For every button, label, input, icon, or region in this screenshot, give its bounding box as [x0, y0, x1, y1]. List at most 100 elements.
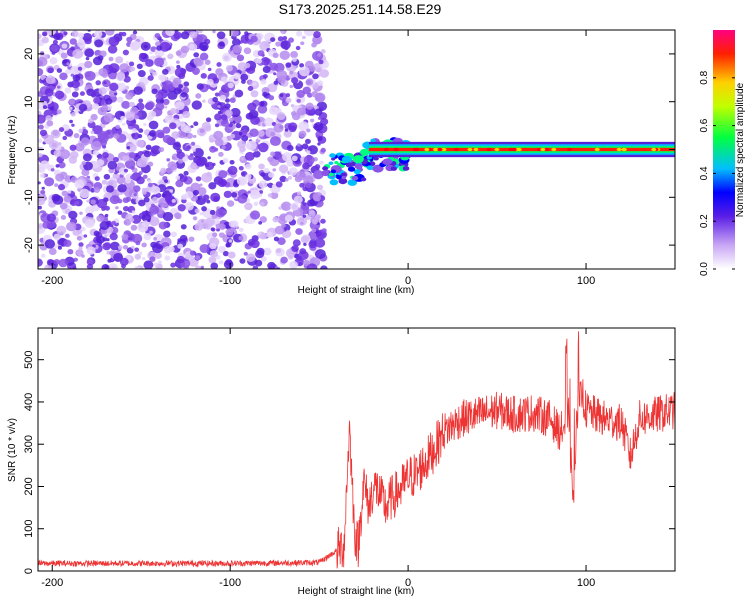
noise-blob [270, 151, 276, 157]
carrier-peak [616, 147, 622, 152]
noise-blob [158, 221, 168, 230]
noise-blob [230, 107, 241, 118]
noise-blob [175, 180, 184, 188]
noise-blob [280, 256, 288, 264]
noise-blob [252, 265, 259, 269]
noise-blob [228, 239, 233, 243]
spectrogram-xtick-label: 0 [405, 275, 411, 287]
noise-blob [153, 262, 158, 267]
noise-blob [301, 143, 309, 150]
noise-blob [255, 249, 265, 259]
noise-blob [232, 38, 241, 47]
noise-blob [154, 252, 162, 260]
noise-blob [302, 202, 307, 206]
noise-blob [117, 210, 123, 215]
noise-blob [258, 180, 268, 189]
noise-blob [53, 149, 62, 157]
noise-blob [274, 62, 285, 73]
noise-blob [126, 36, 133, 43]
noise-blob [50, 44, 59, 52]
transition-blob [341, 175, 347, 180]
noise-blob [104, 213, 109, 218]
noise-blob [172, 142, 182, 150]
noise-blob [98, 68, 108, 77]
noise-blob [289, 260, 298, 269]
noise-blob [259, 201, 265, 207]
noise-blob [178, 84, 183, 89]
noise-blob [119, 63, 130, 73]
noise-blob [117, 183, 127, 193]
noise-blob [143, 150, 152, 158]
noise-blob [80, 137, 90, 146]
noise-blob [113, 133, 120, 139]
noise-blob [72, 48, 84, 59]
noise-blob [231, 192, 238, 198]
noise-blob [55, 164, 60, 168]
noise-blob [154, 57, 165, 67]
transition-blob [321, 170, 330, 177]
noise-blob [74, 179, 85, 189]
noise-blob [277, 75, 286, 84]
noise-blob [191, 100, 202, 110]
noise-blob [248, 109, 259, 119]
noise-blob [152, 71, 158, 77]
noise-blob [317, 116, 322, 121]
noise-blob [105, 98, 113, 105]
noise-blob [306, 128, 311, 133]
noise-blob [284, 46, 289, 51]
noise-blob [123, 168, 129, 173]
snr-ytick-label: 200 [23, 477, 35, 495]
noise-blob [193, 121, 199, 127]
noise-blob [122, 205, 129, 212]
noise-blob [220, 76, 228, 83]
noise-blob [121, 263, 126, 269]
noise-blob [70, 112, 76, 117]
noise-blob [259, 216, 267, 223]
noise-blob [162, 126, 171, 134]
noise-blob [302, 259, 310, 267]
noise-blob [194, 255, 201, 260]
noise-blob [84, 60, 93, 69]
noise-blob [220, 114, 228, 121]
noise-blob [275, 181, 283, 188]
noise-blob [222, 250, 229, 257]
noise-blob [109, 195, 120, 205]
noise-blob [300, 41, 305, 46]
noise-blob [177, 204, 186, 212]
noise-blob [238, 131, 243, 136]
noise-blob [85, 56, 90, 61]
noise-blob [191, 67, 200, 75]
noise-blob [281, 229, 292, 239]
noise-blob [131, 133, 136, 137]
transition-blob [328, 172, 334, 177]
noise-blob [56, 109, 62, 115]
noise-blob [77, 32, 85, 39]
noise-blob [93, 97, 101, 104]
noise-blob [177, 243, 184, 249]
noise-blob [240, 157, 244, 161]
noise-blob [184, 202, 194, 211]
noise-blob [207, 156, 211, 160]
noise-blob [46, 259, 55, 266]
noise-blob [262, 65, 271, 74]
noise-blob [92, 149, 100, 156]
noise-blob [57, 183, 66, 191]
carrier-peak [494, 147, 500, 152]
noise-blob [110, 241, 120, 251]
noise-blob [130, 224, 138, 231]
noise-blob [210, 192, 221, 202]
noise-blob [192, 189, 199, 196]
noise-blob [67, 248, 74, 255]
noise-blob [83, 234, 88, 238]
noise-blob [192, 216, 198, 221]
noise-blob [147, 218, 151, 223]
noise-blob [78, 242, 84, 247]
colorbar: 0.0 0.2 0.4 0.6 0.8 Normalized spectral ampl… [699, 30, 746, 276]
noise-blob [295, 228, 303, 235]
noise-blob [122, 155, 130, 162]
noise-blob [210, 262, 219, 269]
noise-blob [95, 235, 105, 244]
transition-blob [351, 175, 359, 181]
noise-blob [247, 85, 254, 92]
noise-blob [257, 231, 262, 236]
